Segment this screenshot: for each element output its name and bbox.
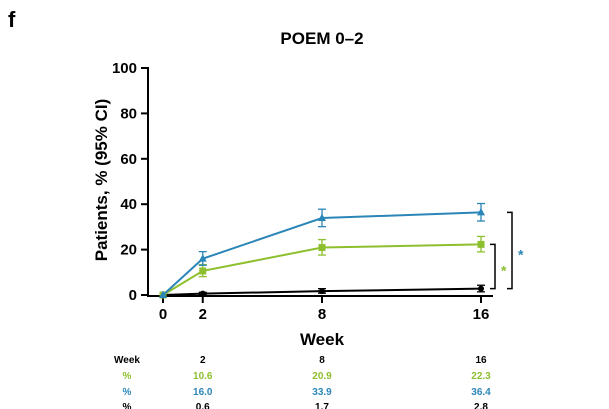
table-cell: 8: [319, 355, 325, 366]
series: [159, 202, 485, 298]
table-cell: 1.7: [315, 402, 329, 409]
table-cell: 2.8: [474, 402, 488, 409]
y-tick-label: 20: [120, 242, 137, 259]
significance-bracket: *: [507, 211, 524, 290]
table-row: % 10.6 20.9 22.3: [123, 371, 492, 382]
significance-bracket: *: [490, 243, 507, 290]
bracket-line: [490, 243, 496, 290]
significance-layer: **: [490, 211, 524, 290]
y-tick-label: 100: [112, 60, 137, 77]
chart-title: POEM 0–2: [280, 29, 363, 48]
data-point: [198, 254, 207, 262]
table-cell: 2: [200, 355, 206, 366]
series-line: [162, 243, 482, 296]
table-cell: 0.6: [196, 402, 210, 409]
data-table: Week 2 8 16% 10.6 20.9 22.3% 16.0 33.9 36.4% 0.6 1.…: [114, 355, 491, 409]
data-point: [199, 267, 207, 275]
axes: 0 20 40 60 80 100 0 2 8 16: [112, 60, 493, 323]
y-axis-title: Patients, % (95% CI): [92, 99, 111, 262]
table-cell: 22.3: [471, 371, 491, 382]
series: [159, 235, 485, 299]
y-tick-label: 80: [120, 105, 137, 122]
x-tick-label: 16: [473, 306, 490, 323]
series-layer: [159, 202, 485, 299]
table-cell: 36.4: [471, 387, 491, 398]
table-cell: 33.9: [312, 387, 332, 398]
table-cell: 16: [475, 355, 487, 366]
data-point: [318, 213, 326, 222]
y-tick-label: 0: [129, 287, 137, 304]
table-cell: 10.6: [193, 371, 213, 382]
x-axis-title: Week: [300, 330, 345, 349]
table-header-row: Week 2 8 16: [114, 355, 487, 366]
panel-label: f: [8, 7, 16, 32]
table-row-label: %: [123, 402, 132, 409]
table-row: % 0.6 1.7 2.8: [123, 402, 489, 409]
significance-star: *: [501, 263, 507, 279]
series-line: [162, 211, 482, 296]
data-point: [199, 290, 206, 297]
x-tick-label: 8: [318, 306, 326, 323]
table-row-label: %: [123, 371, 132, 382]
data-point: [478, 285, 484, 292]
bracket-line: [507, 211, 513, 290]
data-point: [477, 240, 485, 248]
series-line: [162, 287, 482, 296]
y-tick-label: 40: [120, 196, 137, 213]
data-point: [319, 288, 325, 295]
data-point: [159, 290, 167, 298]
data-point: [477, 207, 485, 216]
table-cell: 20.9: [312, 371, 332, 382]
table-row: % 16.0 33.9 36.4: [123, 387, 492, 398]
table-cell: 16.0: [193, 387, 213, 398]
table-row-label: Week: [114, 355, 140, 366]
y-tick-label: 60: [120, 151, 137, 168]
x-tick-label: 2: [199, 306, 207, 323]
x-tick-label: 0: [159, 306, 167, 323]
table-row-label: %: [123, 387, 132, 398]
data-point: [318, 244, 326, 252]
significance-star: *: [518, 247, 524, 263]
